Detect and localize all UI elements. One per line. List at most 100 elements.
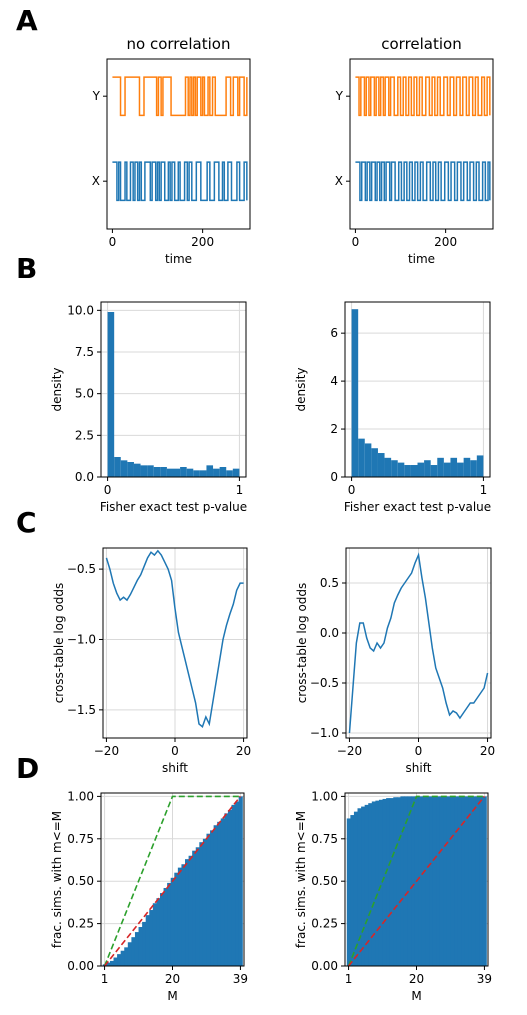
- y-tick-label: 0: [330, 470, 338, 484]
- cdf-bar: [131, 937, 136, 966]
- histogram-bar: [206, 465, 214, 477]
- series-line-y: [355, 76, 491, 117]
- cdf-bar: [145, 915, 150, 966]
- cdf-bar: [464, 796, 469, 966]
- cdf-bar: [393, 797, 398, 966]
- histogram-bar: [107, 312, 115, 477]
- cdf-bar: [443, 796, 448, 966]
- histogram-bar: [417, 462, 425, 477]
- x-axis-label: Fisher exact test p-value: [100, 500, 247, 514]
- y-tick-label: 0.0: [75, 470, 94, 484]
- cdf-bar: [220, 818, 225, 966]
- x-axis-label: Fisher exact test p-value: [344, 500, 491, 514]
- cdf-bar: [185, 859, 190, 966]
- histogram-bar: [127, 462, 134, 477]
- y-tick-label: 0.25: [67, 917, 94, 931]
- cdf-bar: [454, 796, 459, 966]
- histogram-bar: [476, 455, 484, 477]
- y-tick-label: 0.50: [67, 874, 94, 888]
- x-tick-label: 0: [171, 744, 179, 758]
- histogram-bar: [193, 470, 200, 477]
- histogram-bar: [404, 465, 411, 477]
- histogram-bar: [430, 465, 438, 477]
- y-tick-label: 10.0: [67, 303, 94, 317]
- axes-frame: [349, 58, 494, 230]
- histogram-bar: [377, 453, 385, 477]
- cdf-bar: [235, 801, 240, 966]
- chart-title: no correlation: [127, 35, 231, 53]
- cdf-bar: [117, 954, 122, 966]
- y-tick-label: 0.5: [320, 576, 339, 590]
- histogram-bar: [463, 457, 471, 477]
- y-tick-label: 2: [330, 422, 338, 436]
- x-tick-label: 39: [477, 972, 492, 986]
- x-tick-label: 20: [236, 744, 251, 758]
- cdf-bar: [120, 950, 125, 966]
- y-tick-label: −0.5: [310, 676, 339, 690]
- cdf-bar: [471, 796, 477, 966]
- histogram-bar: [120, 460, 128, 477]
- y-tick-label: 1.00: [311, 789, 338, 803]
- cdf-bar: [238, 796, 243, 966]
- y-tick-label: −1.0: [310, 726, 339, 740]
- histogram-bar: [437, 457, 444, 477]
- cdf-bar: [202, 838, 208, 966]
- x-tick-label: 0: [352, 235, 360, 249]
- y-tick-label: 6: [330, 326, 338, 340]
- x-tick-label: 1: [236, 483, 244, 497]
- series-line: [105, 549, 244, 729]
- panel-letter-b: B: [16, 252, 37, 285]
- y-axis-label: density: [294, 368, 308, 412]
- cdf-bar: [174, 872, 179, 966]
- y-tick-label: 2.5: [75, 428, 94, 442]
- histogram-bar: [391, 460, 398, 477]
- cdf-bar: [106, 962, 111, 966]
- x-tick-label: 0: [415, 744, 423, 758]
- cdf-bar: [152, 903, 158, 966]
- histogram-bar: [166, 468, 174, 477]
- y-tick-label: 0.0: [320, 626, 339, 640]
- histogram-bar: [133, 463, 141, 477]
- histogram-bar: [186, 468, 194, 477]
- cdf-bar: [432, 796, 437, 966]
- histogram-bar: [114, 457, 121, 477]
- histogram-bar: [160, 467, 167, 477]
- cdf-bar: [163, 887, 168, 966]
- histogram-bar: [443, 462, 451, 477]
- panel-letter-c: C: [16, 506, 37, 539]
- cdf-bar: [142, 921, 147, 966]
- y-axis-label: cross-table log odds: [52, 583, 66, 704]
- cdf-bar: [224, 813, 229, 966]
- x-tick-label: 1: [345, 972, 353, 986]
- x-tick-label: 20: [165, 972, 180, 986]
- y-tick-label: Y: [335, 89, 344, 103]
- cdf-bar: [457, 796, 462, 966]
- cdf-bar: [378, 799, 384, 966]
- cdf-bar: [439, 796, 444, 966]
- chart-b-right: 0 1 0 2 4 6 Fisher exact test p-value density: [294, 301, 491, 514]
- y-axis-label: density: [50, 368, 64, 412]
- y-tick-label: 5.0: [75, 387, 94, 401]
- histogram-bar: [153, 467, 161, 477]
- y-axis-label: cross-table log odds: [295, 583, 309, 704]
- y-tick-label: 0.00: [311, 959, 338, 973]
- cdf-bar: [138, 926, 143, 966]
- cdf-bar: [364, 804, 369, 966]
- y-tick-label: X: [335, 174, 343, 188]
- y-tick-label: 7.5: [75, 345, 94, 359]
- y-tick-label: 0.50: [311, 874, 338, 888]
- reference-line-green: [347, 795, 485, 967]
- histogram-bar: [140, 465, 148, 477]
- reference-line-green: [103, 795, 241, 967]
- cdf-bar: [167, 882, 172, 966]
- cdf-bar: [482, 796, 487, 966]
- histogram-bar: [199, 470, 207, 477]
- y-tick-label: −1.0: [67, 632, 96, 646]
- cdf-bar: [188, 855, 193, 966]
- histogram-bar: [351, 309, 359, 477]
- y-tick-label: −1.5: [67, 703, 96, 717]
- cdf-bar: [475, 796, 480, 966]
- histogram-bar: [219, 467, 227, 477]
- cdf-bar: [353, 811, 359, 966]
